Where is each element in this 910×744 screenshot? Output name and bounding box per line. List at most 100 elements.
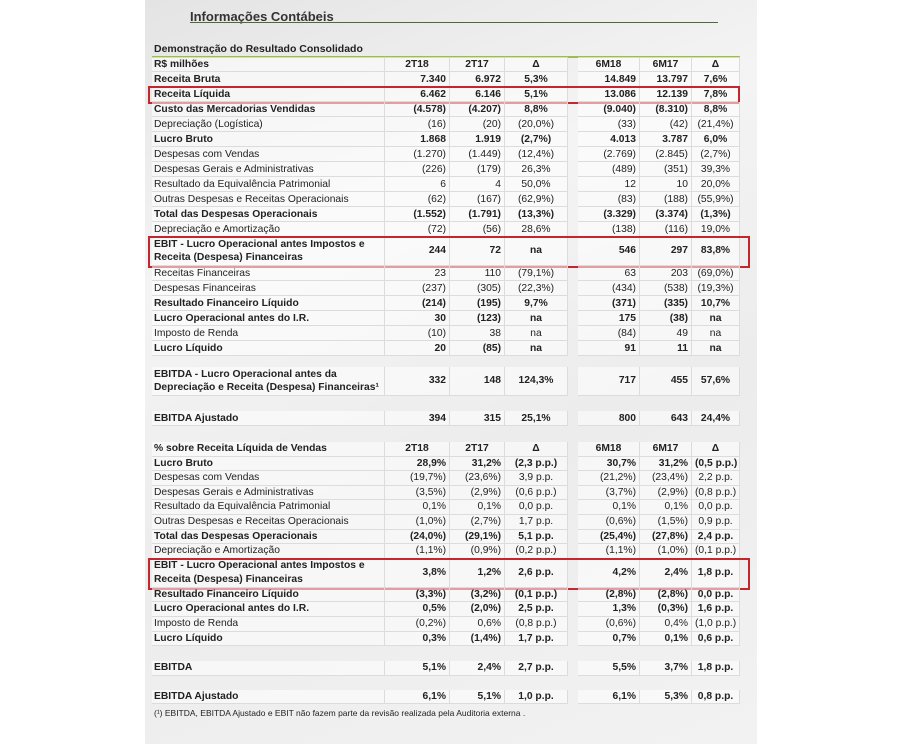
cell-delta-semester: 1,8 p.p. — [692, 558, 740, 588]
cell-6m18: 5,5% — [578, 661, 640, 676]
cell-delta-semester: 24,4% — [692, 411, 740, 426]
table-section: EBITDA 5,1% 2,4% 2,7 p.p. 5,5% 3,7% 1,8 p.p. — [152, 661, 742, 676]
table-row: EBITDA Ajustado 394 315 25,1% 800 643 24,4% — [152, 411, 742, 426]
cell-6m18: (21,2%) — [578, 471, 640, 486]
cell-2t18: 244 — [385, 237, 450, 266]
table-row: Custo das Mercadorias Vendidas (4.578) (4.… — [152, 102, 742, 117]
cell-delta-quarter: (12,4%) — [505, 147, 568, 162]
column-gap — [568, 266, 578, 281]
row-label: Outras Despesas e Receitas Operacionais — [152, 514, 385, 530]
row-label: Imposto de Renda — [152, 616, 385, 632]
cell-6m18: (2,8%) — [578, 587, 640, 603]
cell-2t17: 31,2% — [450, 456, 505, 472]
cell-delta-quarter: (0,1 p.p.) — [505, 587, 568, 603]
column-gap — [568, 326, 578, 341]
table-row: Despesas Financeiras (237) (305) (22,3%) (43… — [152, 281, 742, 296]
cell-2t17: (85) — [450, 341, 505, 356]
cell-delta-semester: (0,8 p.p.) — [692, 485, 740, 501]
table-title: Demonstração do Resultado Consolidado — [154, 43, 363, 55]
cell-6m18: 0,7% — [578, 631, 640, 647]
cell-6m17: 297 — [640, 237, 692, 266]
column-gap — [568, 311, 578, 326]
column-gap — [568, 544, 578, 559]
cell-6m17: (116) — [640, 222, 692, 237]
row-label: EBITDA - Lucro Operacional antes da Depr… — [152, 367, 385, 396]
cell-2t17: (56) — [450, 222, 505, 237]
cell-2t18: 6 — [385, 177, 450, 192]
cell-delta-quarter: 5,1% — [505, 87, 568, 102]
table-row: Lucro Operacional antes do I.R. 0,5% (2,0%… — [152, 602, 742, 617]
cell-delta-quarter: (22,3%) — [505, 281, 568, 296]
row-label: Despesas Financeiras — [152, 281, 385, 296]
cell-2t18: (3,5%) — [385, 485, 450, 501]
cell-2t18: 3,8% — [385, 558, 450, 588]
cell-2t17: (195) — [450, 296, 505, 311]
column-gap — [568, 530, 578, 545]
cell-2t17: 110 — [450, 266, 505, 281]
column-gap — [568, 87, 578, 102]
cell-6m17: (23,4%) — [640, 471, 692, 486]
cell-6m18: (9.040) — [578, 102, 640, 117]
table-row: Receita Bruta 7.340 6.972 5,3% 14.849 13.797 7… — [152, 72, 742, 87]
cell-delta-semester: (19,3%) — [692, 281, 740, 296]
highlighted-table-row: Receita Líquida 6.462 6.146 5,1% 13.086 12.13… — [148, 86, 742, 104]
cell-delta-quarter: 0,0 p.p. — [505, 500, 568, 515]
cell-2t18: 6,1% — [385, 689, 450, 705]
table-row: Imposto de Renda (10) 38 na (84) 49 na — [152, 326, 742, 341]
row-label: Custo das Mercadorias Vendidas — [152, 102, 385, 117]
row-label: Lucro Operacional antes do I.R. — [152, 602, 385, 617]
cell-delta-semester: 7,6% — [692, 72, 740, 87]
cell-2t18: (4.578) — [385, 102, 450, 117]
cell-delta-quarter: na — [505, 311, 568, 326]
cell-2t17: (4.207) — [450, 102, 505, 117]
column-gap — [568, 192, 578, 207]
column-header-delta-quarter: Δ — [505, 57, 568, 72]
table-section: % sobre Receita Líquida de Vendas 2T18 2T1… — [148, 442, 750, 647]
page-title: Informações Contábeis — [190, 9, 334, 24]
table-section: EBITDA - Lucro Operacional antes da Depr… — [152, 367, 742, 396]
table-row: EBITDA Ajustado 6,1% 5,1% 1,0 p.p. 6,1% 5,3% 0… — [152, 689, 742, 705]
cell-2t18: 28,9% — [385, 456, 450, 472]
cell-2t17: (23,6%) — [450, 471, 505, 486]
column-gap — [568, 661, 578, 676]
column-gap — [568, 57, 578, 72]
table-row: Depreciação (Logística) (16) (20) (20,0%) (3… — [152, 117, 742, 132]
column-gap — [568, 411, 578, 426]
cell-2t18: 0,3% — [385, 631, 450, 647]
cell-6m17: 203 — [640, 266, 692, 281]
table-row: EBITDA 5,1% 2,4% 2,7 p.p. 5,5% 3,7% 1,8 p.p. — [152, 661, 742, 676]
column-gap — [568, 207, 578, 222]
cell-delta-quarter: (20,0%) — [505, 117, 568, 132]
column-gap — [568, 442, 578, 457]
column-gap — [568, 602, 578, 617]
cell-2t18: (226) — [385, 162, 450, 177]
cell-2t18: (214) — [385, 296, 450, 311]
row-label: Despesas Gerais e Administrativas — [152, 485, 385, 501]
cell-delta-quarter: 9,7% — [505, 296, 568, 311]
cell-delta-quarter: 2,7 p.p. — [505, 661, 568, 676]
table-row: Lucro Líquido 20 (85) na 91 11 na — [152, 341, 742, 356]
cell-delta-semester: (0,1 p.p.) — [692, 544, 740, 559]
row-label: Total das Despesas Operacionais — [152, 207, 385, 222]
row-label: Resultado Financeiro Líquido — [152, 587, 385, 603]
cell-2t18: 20 — [385, 341, 450, 356]
table-row: Despesas com Vendas (19,7%) (23,6%) 3,9 p.p… — [152, 471, 742, 486]
row-label: EBIT - Lucro Operacional antes Impostos … — [152, 558, 385, 588]
cell-2t17: (0,9%) — [450, 544, 505, 559]
column-gap — [568, 367, 578, 396]
cell-2t18: (1.552) — [385, 207, 450, 222]
cell-6m17: (27,8%) — [640, 529, 692, 545]
column-header-6m18: 6M18 — [578, 442, 640, 457]
cell-delta-quarter: 1,0 p.p. — [505, 689, 568, 705]
row-label: Depreciação e Amortização — [152, 222, 385, 237]
cell-2t17: (1.791) — [450, 207, 505, 222]
cell-delta-quarter: (2,7%) — [505, 132, 568, 147]
cell-6m17: (3.374) — [640, 207, 692, 222]
cell-2t18: (1.270) — [385, 147, 450, 162]
column-gap — [568, 117, 578, 132]
cell-delta-quarter: 124,3% — [505, 367, 568, 396]
cell-2t17: 6.146 — [450, 87, 505, 102]
column-header-2t17: 2T17 — [450, 442, 505, 457]
cell-6m18: 14.849 — [578, 72, 640, 87]
table-row: Resultado Financeiro Líquido (214) (195) 9,… — [152, 296, 742, 311]
